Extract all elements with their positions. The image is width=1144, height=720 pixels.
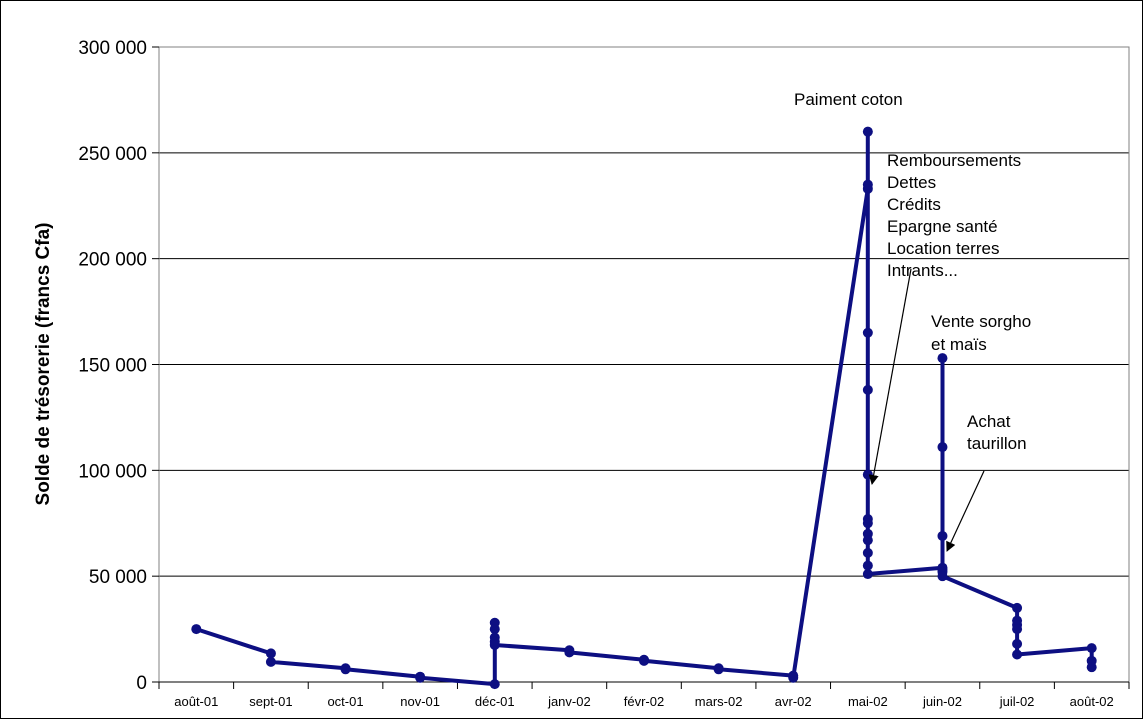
data-point	[862, 547, 873, 558]
y-tick-label: 0	[136, 673, 147, 694]
annotation-vente: Vente sorgho et maïs	[931, 312, 1031, 354]
data-point	[862, 518, 873, 529]
y-tick-label: 150 000	[78, 356, 147, 377]
annotation-achat: Achat taurillon	[967, 412, 1027, 453]
data-point	[862, 179, 873, 190]
y-tick-label: 250 000	[78, 144, 147, 165]
x-tick-label: déc-01	[475, 694, 515, 709]
data-point	[862, 327, 873, 338]
series-path	[195, 129, 1094, 687]
x-tick-label: août-02	[1070, 694, 1114, 709]
data-point	[191, 624, 202, 635]
data-point	[489, 639, 500, 650]
series-line	[191, 126, 1097, 690]
data-point	[937, 353, 948, 364]
y-tick-label: 300 000	[78, 38, 147, 59]
data-point	[862, 469, 873, 480]
data-point	[415, 672, 426, 683]
data-point	[1012, 602, 1023, 613]
x-tick-label: avr-02	[775, 694, 812, 709]
x-tick-label: sept-01	[249, 694, 292, 709]
x-tick-label: févr-02	[624, 694, 664, 709]
data-point	[862, 384, 873, 395]
data-point	[862, 535, 873, 546]
y-tick-label: 50 000	[89, 567, 147, 588]
x-tick-label: août-01	[174, 694, 218, 709]
y-axis-ticks: 0 50 000 100 000 150 000 200 000 250 000 300 0…	[78, 38, 159, 694]
annotations: Paiment coton Remboursements Dettes Crédits…	[794, 90, 1031, 552]
data-point	[1012, 649, 1023, 660]
x-tick-label: janv-02	[547, 694, 591, 709]
y-tick-label: 100 000	[78, 461, 147, 482]
data-point	[1086, 662, 1097, 673]
annotation-remb: Remboursements Dettes Crédits Epargne santé…	[887, 151, 1021, 280]
x-tick-label: mai-02	[848, 694, 888, 709]
data-point	[1012, 638, 1023, 649]
data-point	[639, 655, 649, 666]
x-tick-label: mars-02	[695, 694, 743, 709]
data-point	[265, 648, 276, 659]
x-tick-label: juin-02	[922, 694, 962, 709]
data-point	[564, 647, 575, 658]
data-point	[1086, 643, 1097, 654]
data-point	[713, 664, 724, 675]
annotation-arrow	[868, 268, 912, 485]
data-point	[788, 672, 799, 683]
data-point	[937, 530, 948, 541]
data-point	[862, 560, 873, 571]
data-point	[265, 656, 276, 667]
x-axis-ticks: août-01 sept-01 oct-01 nov-01 déc-01 janv-02 f…	[158, 681, 1130, 709]
x-tick-label: oct-01	[327, 694, 363, 709]
annotation-arrow	[946, 470, 985, 552]
data-point	[937, 442, 948, 453]
annotation-paiement: Paiment coton	[794, 90, 903, 109]
data-point	[937, 571, 948, 582]
data-point	[489, 624, 500, 635]
y-axis-label: Solde de trésorerie (francs Cfa)	[33, 223, 54, 506]
x-tick-label: juil-02	[999, 694, 1035, 709]
data-point	[340, 664, 351, 675]
x-tick-label: nov-01	[400, 694, 440, 709]
data-point	[862, 126, 873, 137]
data-point	[489, 679, 500, 690]
y-tick-label: 200 000	[78, 250, 147, 271]
data-point	[862, 569, 873, 580]
data-point	[1012, 624, 1023, 635]
